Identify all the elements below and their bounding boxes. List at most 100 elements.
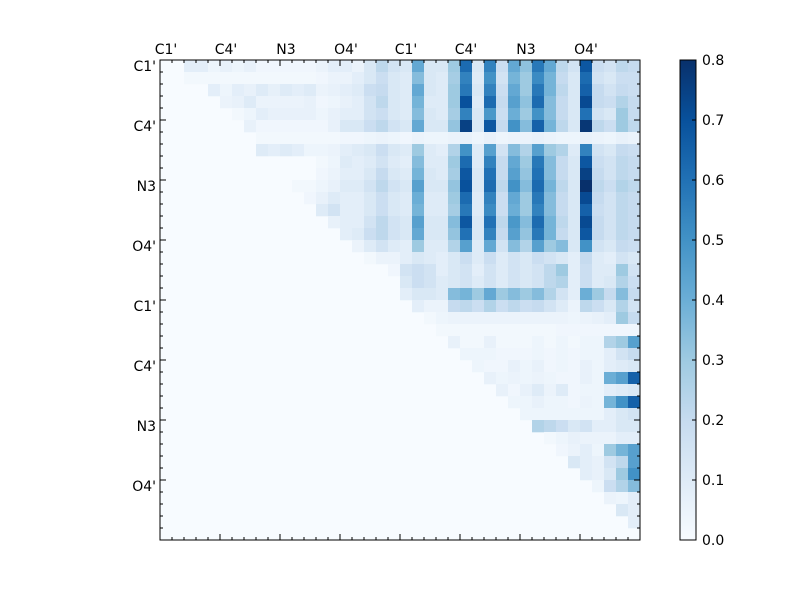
heatmap-cell — [580, 420, 593, 433]
heatmap-cell — [268, 72, 281, 85]
heatmap-cell — [520, 324, 533, 337]
heatmap-cell — [508, 240, 521, 253]
heatmap-cell — [508, 180, 521, 193]
heatmap-cell — [412, 144, 425, 157]
heatmap-cell — [388, 216, 401, 229]
heatmap-cell — [604, 432, 617, 445]
heatmap-cell — [520, 240, 533, 253]
heatmap-cell — [400, 252, 413, 265]
heatmap-cell — [628, 444, 641, 457]
heatmap-cell — [568, 312, 581, 325]
heatmap-cell — [472, 252, 485, 265]
heatmap-cell — [592, 228, 605, 241]
heatmap-cell — [424, 96, 437, 109]
heatmap-cell — [520, 156, 533, 169]
heatmap-cell — [460, 204, 473, 217]
heatmap-cell — [364, 204, 377, 217]
heatmap-cell — [424, 276, 437, 289]
heatmap-cell — [388, 228, 401, 241]
heatmap-cell — [568, 420, 581, 433]
heatmap-cell — [520, 228, 533, 241]
heatmap-cell — [616, 468, 629, 481]
heatmap-cell — [568, 84, 581, 97]
heatmap-cell — [472, 192, 485, 205]
heatmap-cell — [364, 168, 377, 181]
heatmap-cell — [628, 516, 641, 529]
heatmap-cell — [532, 96, 545, 109]
heatmap-cell — [352, 240, 365, 253]
heatmap-cell — [424, 192, 437, 205]
heatmap-cell — [628, 432, 641, 445]
heatmap-cell — [364, 156, 377, 169]
heatmap-cell — [436, 108, 449, 121]
x-tick-label: C1' — [155, 42, 178, 58]
heatmap-cell — [616, 108, 629, 121]
heatmap-cell — [412, 264, 425, 277]
heatmap-cell — [448, 300, 461, 313]
heatmap-cell — [472, 276, 485, 289]
heatmap-cell — [556, 312, 569, 325]
heatmap-cell — [244, 60, 257, 73]
heatmap-cell — [352, 192, 365, 205]
heatmap-cell — [532, 360, 545, 373]
heatmap-cell — [364, 228, 377, 241]
heatmap-cell — [532, 312, 545, 325]
heatmap-cell — [568, 396, 581, 409]
heatmap-cell — [436, 240, 449, 253]
heatmap-cell — [316, 132, 329, 145]
heatmap-cell — [556, 288, 569, 301]
heatmap-cell — [424, 240, 437, 253]
heatmap-cell — [580, 156, 593, 169]
heatmap-cell — [388, 144, 401, 157]
heatmap-cell — [592, 156, 605, 169]
colorbar-tick-label: 0.4 — [702, 293, 724, 309]
heatmap-cell — [472, 156, 485, 169]
heatmap-cell — [328, 192, 341, 205]
heatmap-cell — [280, 72, 293, 85]
heatmap-cell — [616, 276, 629, 289]
heatmap-cell — [400, 108, 413, 121]
x-tick-labels: C1' C4' N3 O4' C1' C4' N3 O4' — [155, 42, 598, 58]
heatmap-cell — [424, 168, 437, 181]
heatmap-cell — [304, 192, 317, 205]
heatmap-cell — [532, 204, 545, 217]
heatmap-cell — [580, 384, 593, 397]
heatmap-cell — [436, 252, 449, 265]
heatmap-cell — [580, 300, 593, 313]
heatmap-cell — [496, 192, 509, 205]
heatmap-cell — [532, 228, 545, 241]
heatmap-cell — [532, 288, 545, 301]
heatmap-cell — [448, 156, 461, 169]
heatmap-cell — [484, 180, 497, 193]
heatmap-cell — [604, 168, 617, 181]
heatmap-cell — [316, 168, 329, 181]
heatmap-cell — [604, 420, 617, 433]
heatmap-cell — [256, 72, 269, 85]
heatmap-cell — [484, 144, 497, 157]
heatmap-cell — [412, 132, 425, 145]
heatmap-cell — [244, 96, 257, 109]
heatmap-cell — [520, 168, 533, 181]
heatmap-cell — [484, 108, 497, 121]
heatmap-cell — [580, 324, 593, 337]
heatmap-cell — [544, 60, 557, 73]
heatmap-cell — [220, 84, 233, 97]
heatmap-cell — [532, 396, 545, 409]
heatmap-cell — [580, 252, 593, 265]
heatmap-cell — [592, 252, 605, 265]
heatmap-cell — [568, 432, 581, 445]
heatmap-cells — [160, 60, 641, 540]
heatmap-cell — [616, 480, 629, 493]
heatmap-cell — [412, 252, 425, 265]
heatmap-cell — [316, 156, 329, 169]
heatmap-cell — [496, 204, 509, 217]
heatmap-cell — [604, 72, 617, 85]
heatmap-cell — [520, 300, 533, 313]
colorbar-tick-label: 0.1 — [702, 473, 724, 489]
heatmap-cell — [592, 372, 605, 385]
heatmap-cell — [448, 312, 461, 325]
heatmap-cell — [304, 144, 317, 157]
heatmap-cell — [616, 432, 629, 445]
heatmap-cell — [436, 84, 449, 97]
heatmap-cell — [388, 252, 401, 265]
